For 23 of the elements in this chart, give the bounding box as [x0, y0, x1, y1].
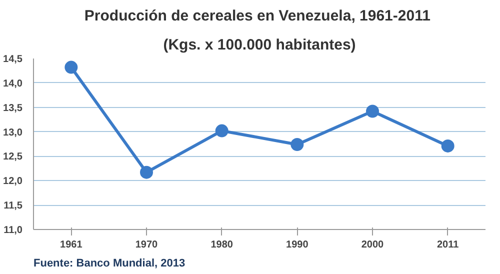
point [290, 138, 304, 151]
source-note: Fuente: Banco Mundial, 2013 [34, 258, 186, 270]
x-tick-label: 1990 [286, 240, 309, 250]
y-tick-label: 11,5 [4, 200, 23, 212]
x-tick-label: 1961 [60, 240, 83, 250]
y-tick-label: 12,5 [3, 152, 23, 163]
x-tick-label: 1980 [210, 240, 234, 250]
chart-title: Producción de cereales en Venezuela, 1961-2011 [84, 8, 430, 24]
point [64, 60, 78, 74]
point [215, 124, 228, 138]
x-tick-label: 2011 [436, 240, 460, 250]
x-tick-label: 2000 [361, 240, 384, 250]
y-tick-label: 13,0 [3, 127, 23, 138]
point [140, 166, 153, 179]
point [366, 104, 379, 118]
point [441, 139, 454, 152]
chart-subtitle: (Kgs. x 100.000 habitantes) [163, 36, 356, 54]
x-tick-label: 1970 [135, 240, 158, 250]
y-tick-label: 14,0 [3, 78, 23, 90]
y-tick-label: 12,0 [3, 176, 23, 188]
y-tick-label: 11,0 [4, 225, 23, 236]
y-tick-label: 14,5 [3, 54, 23, 65]
y-tick-label: 13,5 [3, 102, 23, 114]
